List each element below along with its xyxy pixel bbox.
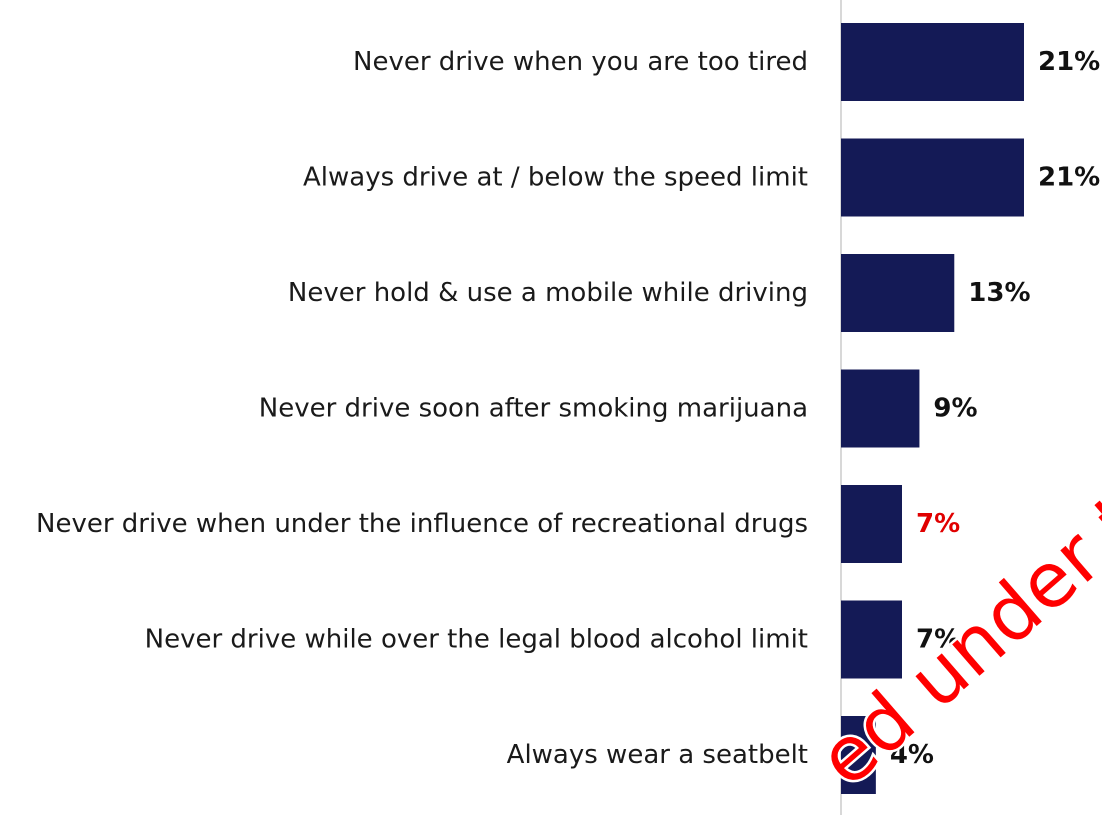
value-label-5: 7% bbox=[916, 509, 960, 539]
category-label-7: Always wear a seatbelt bbox=[507, 740, 808, 770]
value-label-7: 4% bbox=[890, 740, 934, 770]
category-label-2: Always drive at / below the speed limit bbox=[303, 163, 808, 193]
category-label-6: Never drive while over the legal blood a… bbox=[145, 625, 808, 655]
category-label-1: Never drive when you are too tired bbox=[353, 47, 808, 77]
bar-7 bbox=[841, 716, 876, 794]
category-label-3: Never hold & use a mobile while driving bbox=[288, 278, 808, 308]
bars-group bbox=[841, 23, 1024, 794]
bar-6 bbox=[841, 600, 902, 679]
bar-1 bbox=[841, 23, 1024, 101]
value-label-3: 13% bbox=[968, 278, 1030, 308]
value-label-6: 7% bbox=[916, 625, 960, 655]
value-label-1: 21% bbox=[1038, 47, 1100, 77]
category-label-4: Never drive soon after smoking marijuana bbox=[259, 394, 808, 424]
bar-4 bbox=[841, 369, 920, 448]
bar-2 bbox=[841, 138, 1024, 217]
value-label-2: 21% bbox=[1038, 163, 1100, 193]
category-labels-group: Never drive when you are too tired Always… bbox=[36, 47, 808, 770]
value-labels-group: 21% 21% 13% 9% 7% 7% 4% bbox=[890, 47, 1100, 770]
bar-3 bbox=[841, 254, 955, 332]
category-label-5: Never drive when under the influence of … bbox=[36, 509, 808, 539]
bar-5 bbox=[841, 485, 902, 563]
value-label-4: 9% bbox=[933, 394, 977, 424]
